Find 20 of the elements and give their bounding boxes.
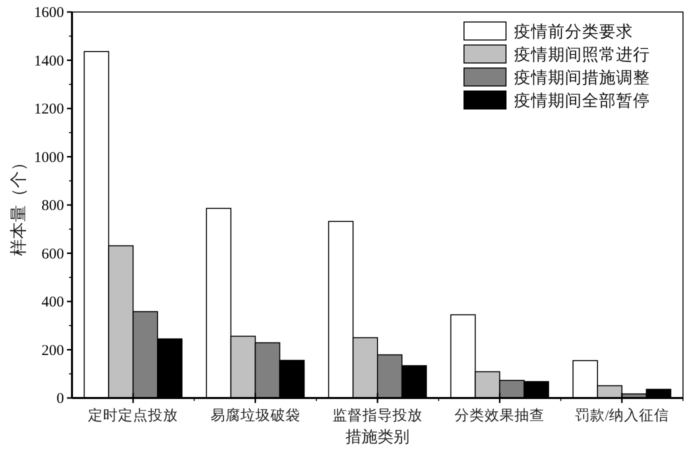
legend-label: 疫情期间全部暂停 <box>514 91 650 110</box>
y-axis-title: 样本量（个） <box>9 154 28 256</box>
y-tick-label: 1400 <box>34 53 64 70</box>
y-tick-label: 800 <box>42 198 64 214</box>
legend-label: 疫情前分类要求 <box>514 22 633 41</box>
y-tick-label: 200 <box>42 342 64 359</box>
legend-label: 疫情期间照常进行 <box>514 45 650 64</box>
x-tick-label: 易腐垃圾破袋 <box>210 407 300 424</box>
x-axis-title: 措施类别 <box>346 428 410 446</box>
x-tick-label: 定时定点投放 <box>88 407 178 424</box>
y-tick-label: 600 <box>42 246 64 262</box>
y-tick-label: 400 <box>42 294 64 310</box>
y-tick-label: 1200 <box>34 102 64 118</box>
y-tick-label: 1000 <box>34 150 64 166</box>
x-tick-label: 分类效果抽查 <box>454 407 545 424</box>
legend-label: 疫情期间措施调整 <box>514 68 650 87</box>
y-tick-label: 0 <box>56 391 64 407</box>
x-tick-label: 监督指导投放 <box>332 407 422 424</box>
y-tick-label: 1600 <box>34 5 64 21</box>
x-tick-label: 罚款/纳入征信 <box>574 407 669 424</box>
